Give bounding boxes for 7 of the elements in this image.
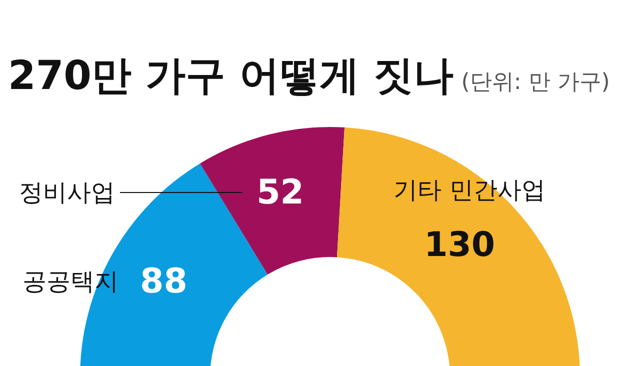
data-label: 88 [140,261,188,302]
chart-title: 270만 가구 어떻게 짓나 [8,53,454,99]
chart-subtitle: (단위: 만 가구) [461,70,610,95]
data-label: 52 [256,172,304,212]
slice-label: 기타 민간사업 [394,176,546,204]
slice-label: 정비사업 [19,178,115,206]
data-label: 130 [424,225,496,266]
